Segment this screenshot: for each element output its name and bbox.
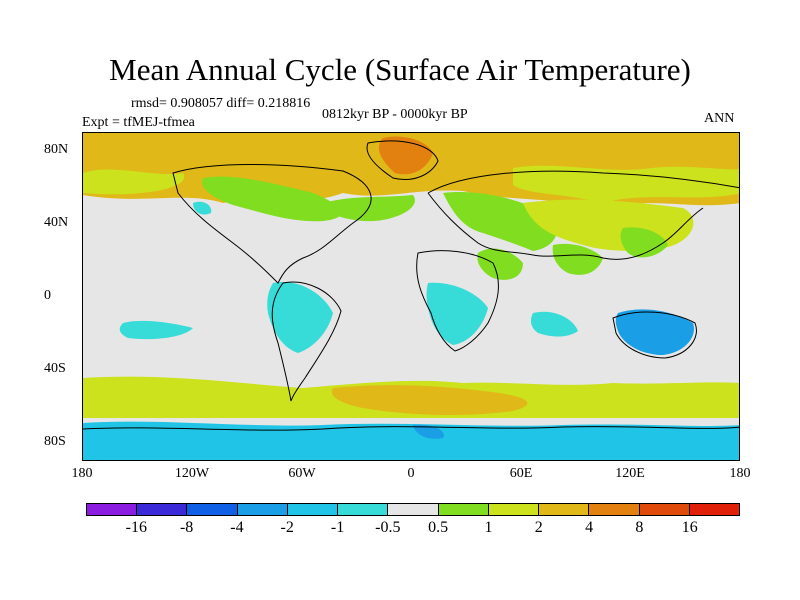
colorbar-swatch-5 [338, 504, 389, 515]
arabia-green [477, 248, 523, 280]
coast-south-america [271, 281, 342, 402]
colorbar-swatch-9 [539, 504, 590, 515]
temperature-anomaly-map [82, 132, 740, 461]
coast-eurasia [427, 170, 739, 260]
coast-north-america [172, 164, 372, 284]
colorbar-label-1: -8 [179, 519, 194, 536]
lat-label-equator: 0 [44, 288, 51, 303]
colorbar-swatch-6 [388, 504, 439, 515]
africa-cool [426, 282, 488, 345]
period-label: 0812kyr BP - 0000kyr BP [322, 107, 468, 122]
lon-label-120e: 120E [615, 466, 645, 481]
coast-africa [416, 250, 499, 352]
lat-label-40s: 40S [44, 361, 66, 376]
experiment-label: Expt = tfMEJ-tfmea [82, 115, 195, 130]
map-canvas [83, 133, 739, 460]
coast-australia [612, 311, 697, 359]
colorbar-label-6: 0.5 [428, 519, 449, 536]
plot-title: Mean Annual Cycle (Surface Air Temperatu… [109, 52, 691, 87]
east-asia-green [620, 227, 668, 258]
colorbar-swatch-0 [87, 504, 138, 515]
colorbar-label-0: -16 [125, 519, 147, 536]
southern-ocean-warm-strong [331, 385, 528, 415]
colorbar-swatch-4 [287, 504, 339, 515]
colorbar-label-3: -2 [280, 519, 294, 536]
north-america-green [202, 176, 342, 222]
antarctic-cool [83, 421, 739, 460]
south-america-cool [267, 282, 333, 353]
colorbar-swatch-8 [488, 504, 540, 515]
colorbar-label-9: 4 [585, 519, 594, 536]
indian-ocean-cool [530, 311, 578, 337]
lon-label-180w: 180 [71, 466, 93, 481]
colorbar-swatch-10 [589, 504, 640, 515]
greenland-hotspot [378, 136, 433, 175]
lat-label-40n: 40N [44, 215, 69, 230]
colorbar-swatch-2 [187, 504, 238, 515]
lon-label-60e: 60E [509, 466, 533, 481]
lat-label-80s: 80S [44, 434, 66, 449]
season-label: ANN [704, 111, 735, 126]
coast-antarctica [83, 426, 739, 431]
south-asia-green [552, 243, 603, 275]
pacific-north-cool [193, 201, 212, 215]
arctic-yellow-patch-a [83, 169, 185, 195]
rmsd-diff-text: rmsd= 0.908057 diff= 0.218816 [131, 96, 311, 111]
colorbar [86, 503, 740, 516]
coast-greenland [366, 140, 439, 180]
colorbar-label-2: -4 [230, 519, 244, 536]
australia-cool [615, 309, 694, 355]
colorbar-swatch-3 [237, 504, 288, 515]
colorbar-swatch-11 [639, 504, 690, 515]
colorbar-label-11: 16 [681, 519, 698, 536]
lon-label-0: 0 [407, 466, 415, 481]
colorbar-label-7: 1 [484, 519, 493, 536]
colorbar-swatch-7 [438, 504, 489, 515]
colorbar-swatch-12 [689, 504, 740, 515]
pacific-south-cool [119, 320, 193, 340]
lon-label-60w: 60W [288, 466, 316, 481]
colorbar-swatch-1 [137, 504, 188, 515]
lat-label-80n: 80N [44, 142, 69, 157]
lon-label-120w: 120W [174, 466, 210, 481]
colorbar-label-8: 2 [534, 519, 543, 536]
coastlines [83, 140, 739, 431]
colorbar-label-4: -1 [330, 519, 345, 536]
colorbar-label-10: 8 [635, 519, 644, 536]
colorbar-label-5: -0.5 [375, 519, 401, 536]
antarctic-cool-patch [413, 424, 444, 439]
lon-label-180e: 180 [729, 466, 751, 481]
arctic-yellow-patch-b [513, 165, 739, 203]
